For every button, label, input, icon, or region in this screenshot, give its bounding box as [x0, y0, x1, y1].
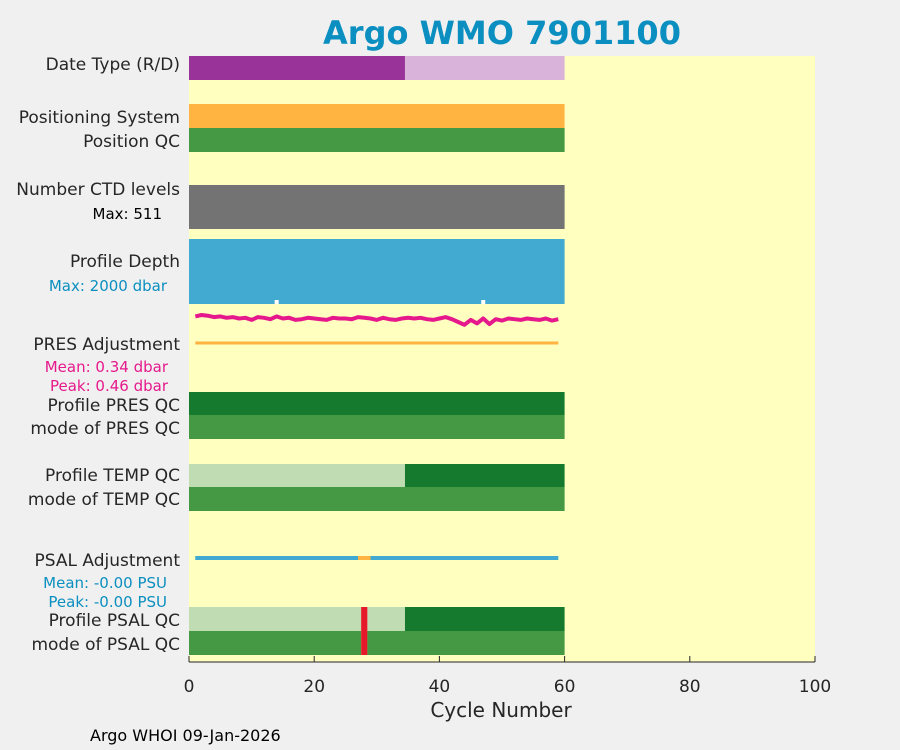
mode-psal-qc-bar-2	[367, 631, 565, 655]
profile-temp-qc-bar-1	[404, 464, 565, 487]
profile-depth-gap-1	[481, 300, 486, 304]
pres-adjustment-line	[194, 313, 559, 327]
profile-depth-gap-0	[274, 300, 279, 304]
mode-pres-qc-bar-0	[189, 415, 565, 439]
position-qc-bar-0	[189, 128, 565, 152]
footer-text: Argo WHOI 09-Jan-2026	[90, 726, 281, 745]
row-label-profile-temp-qc: Profile TEMP QC	[45, 466, 180, 486]
psal-peak-text: Peak: -0.00 PSU	[48, 593, 167, 611]
date-type-bar-0	[189, 56, 405, 80]
ctd-levels-bar-0	[189, 185, 565, 229]
ctd-max-text: Max: 511	[93, 205, 162, 223]
plot-area	[189, 56, 815, 662]
row-label-mode-psal-qc: mode of PSAL QC	[31, 635, 180, 655]
depth-max-text: Max: 2000 dbar	[49, 277, 168, 295]
positioning-system-bar-0	[189, 104, 565, 128]
x-tick-label-80: 80	[679, 677, 701, 697]
profile-psal-qc-bar-2	[367, 607, 405, 631]
x-tick-label-60: 60	[554, 677, 576, 697]
profile-psal-qc-bar-3	[404, 607, 565, 631]
x-tick-label-100: 100	[799, 677, 831, 697]
profile-depth-bar-0	[189, 239, 565, 304]
pres-peak-text: Peak: 0.46 dbar	[50, 377, 169, 395]
mode-psal-qc-bar-1	[361, 631, 368, 655]
row-label-profile-depth: Profile Depth	[70, 252, 180, 272]
row-label-date-type: Date Type (R/D)	[46, 55, 180, 75]
pres-mean-text: Mean: 0.34 dbar	[45, 358, 169, 376]
mode-temp-qc-bar-0	[189, 487, 565, 511]
row-label-positioning-system: Positioning System	[19, 108, 180, 128]
psal-mean-text: Mean: -0.00 PSU	[43, 574, 167, 592]
profile-psal-qc-bar-0	[189, 607, 362, 631]
row-label-mode-temp-qc: mode of TEMP QC	[28, 490, 180, 510]
row-label-profile-psal-qc: Profile PSAL QC	[49, 611, 180, 631]
x-axis-label: Cycle Number	[430, 698, 572, 722]
mode-psal-qc-bar-0	[189, 631, 362, 655]
x-ticks: 0 20 40 60 80 100	[184, 656, 831, 697]
profile-temp-qc-bar-0	[189, 464, 405, 487]
x-tick-label-40: 40	[429, 677, 451, 697]
row-label-profile-pres-qc: Profile PRES QC	[47, 396, 180, 416]
row-label-ctd-levels: Number CTD levels	[16, 180, 180, 200]
x-tick-label-0: 0	[184, 677, 195, 697]
x-tick-label-20: 20	[303, 677, 325, 697]
row-label-position-qc: Position QC	[83, 132, 180, 152]
bars-layer	[189, 56, 565, 655]
profile-pres-qc-bar-0	[189, 392, 565, 415]
lines-layer	[194, 313, 559, 560]
row-label-pres-adjustment: PRES Adjustment	[33, 335, 180, 355]
profile-psal-qc-bar-1	[361, 607, 368, 631]
date-type-bar-1	[404, 56, 565, 80]
row-label-mode-pres-qc: mode of PRES QC	[30, 419, 180, 439]
row-label-psal-adjustment: PSAL Adjustment	[35, 551, 181, 571]
chart-title: Argo WMO 7901100	[323, 14, 681, 52]
